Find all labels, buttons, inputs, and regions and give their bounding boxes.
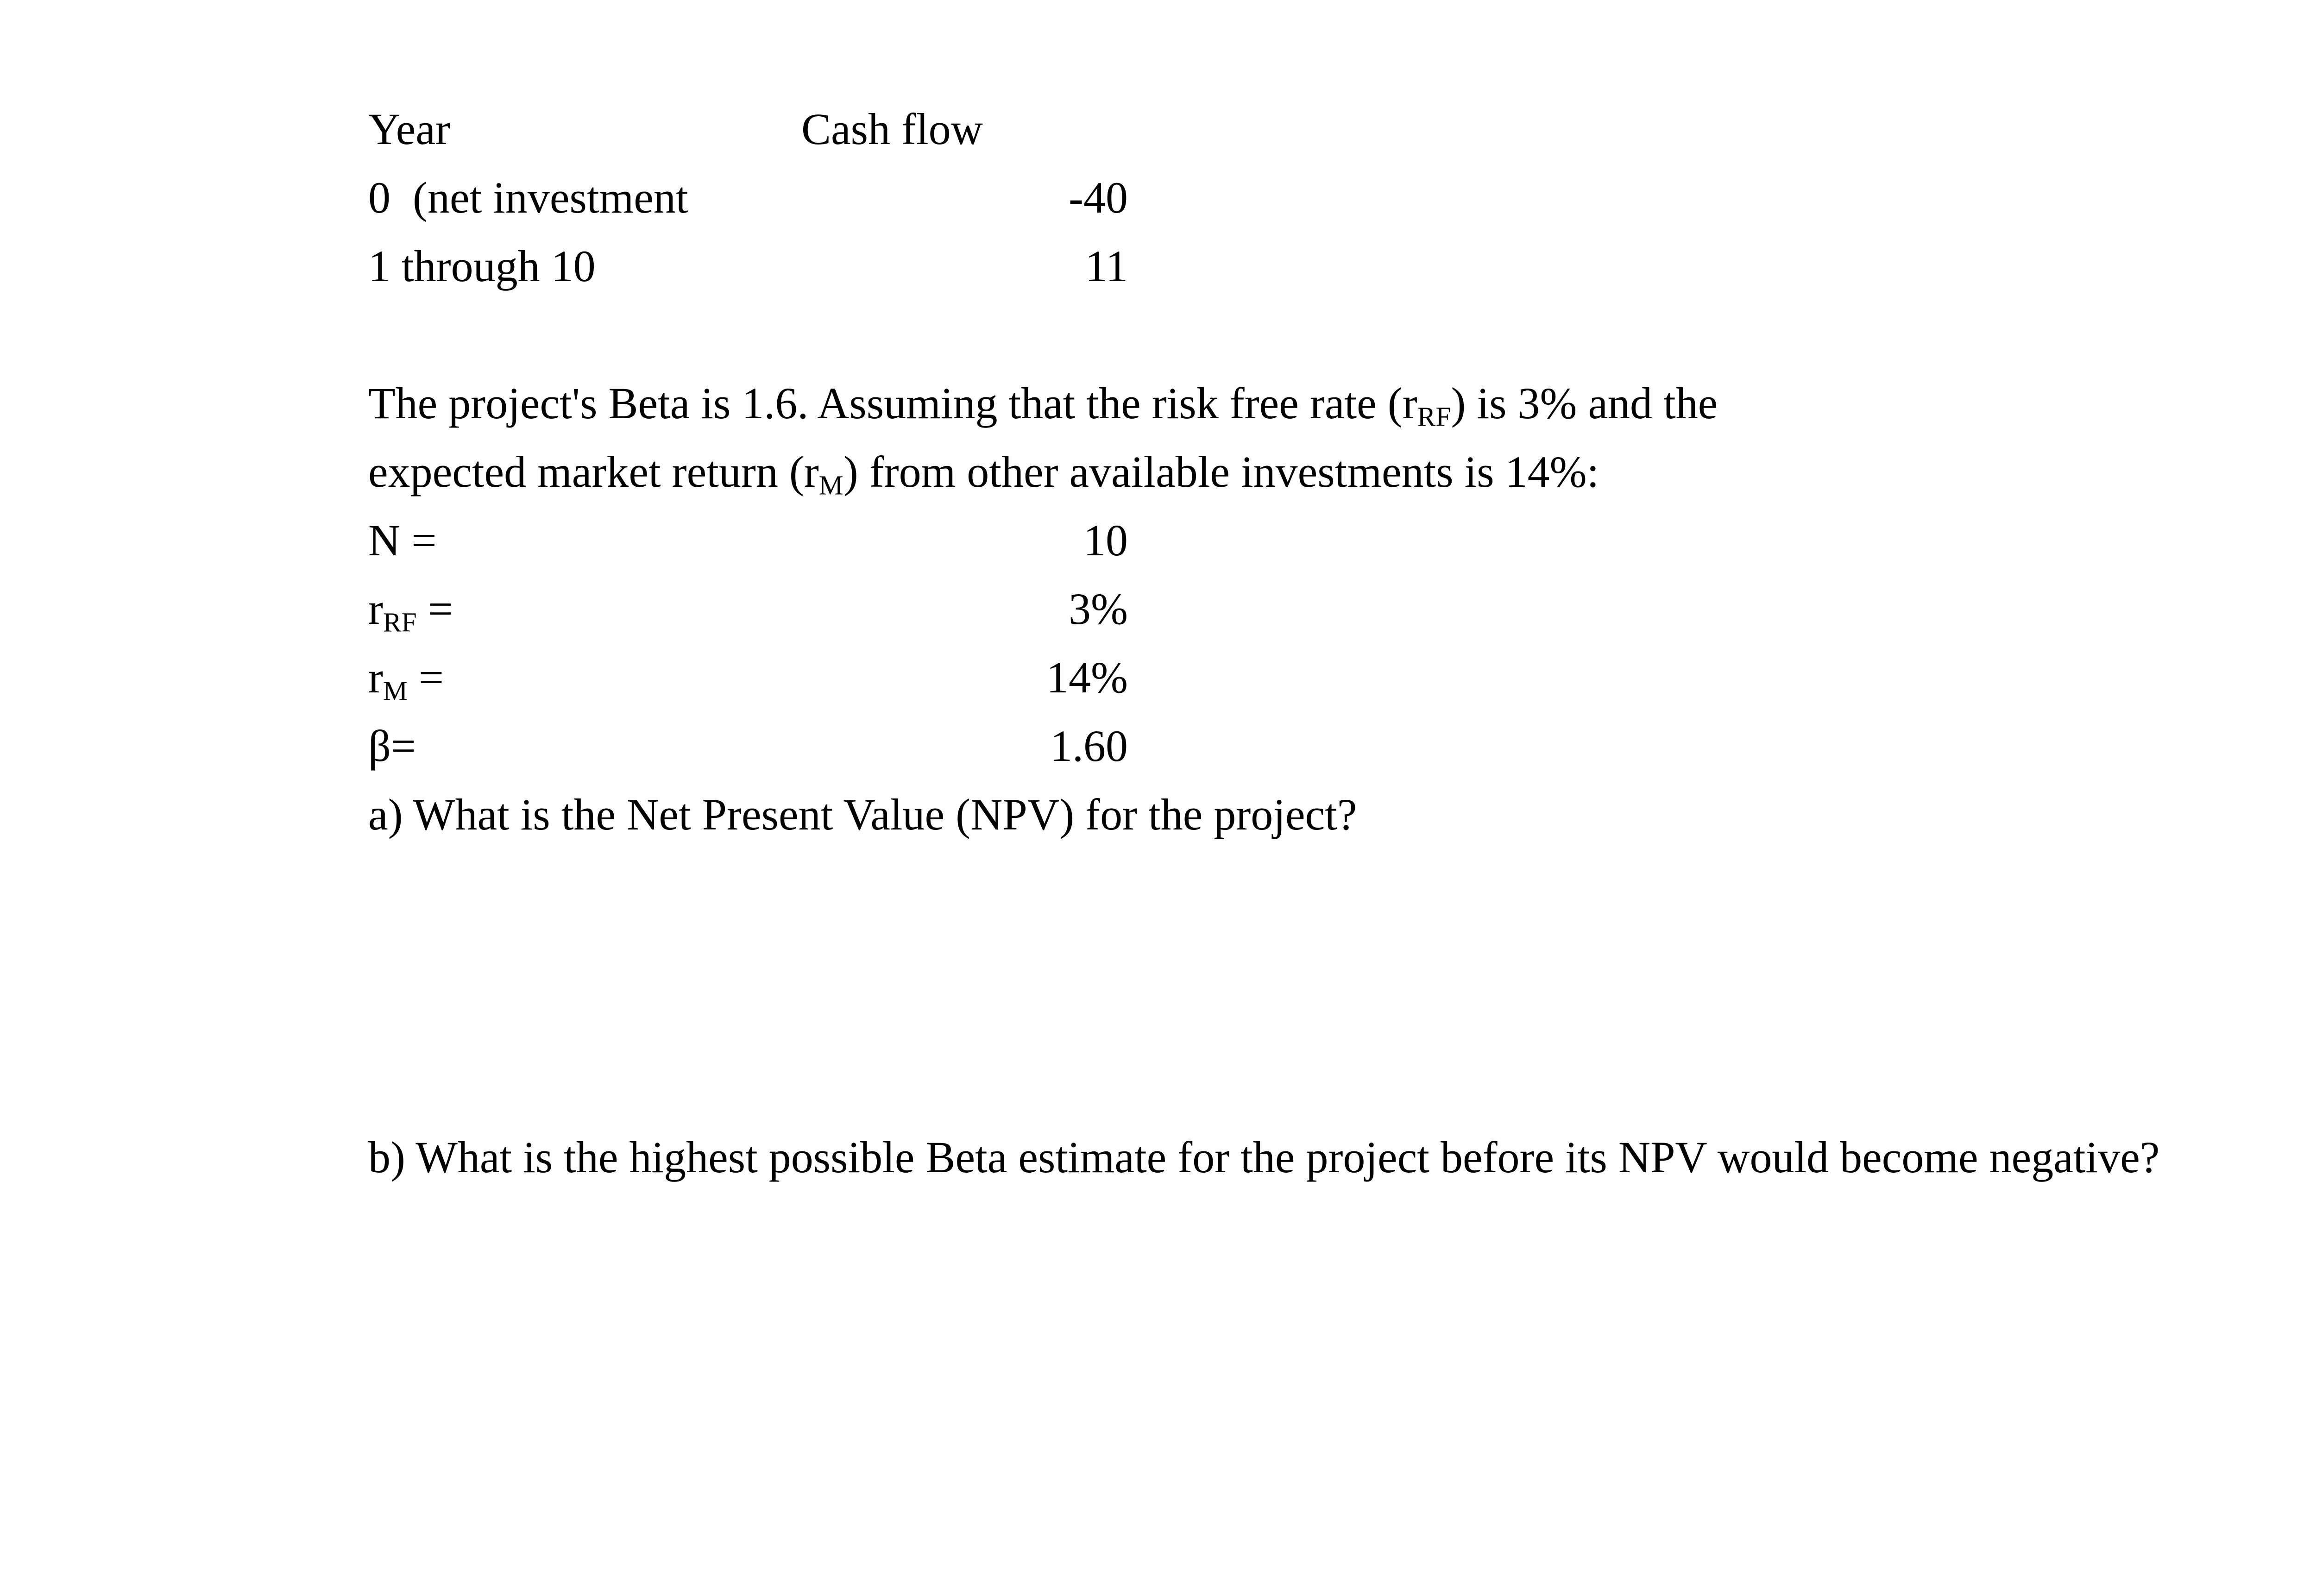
input-label-rm-tail: =: [407, 653, 444, 702]
cell-year-0: 0 (net investment: [368, 173, 688, 222]
input-value-rrf: 3%: [1069, 584, 1128, 634]
column-header-cash-flow: Cash flow: [801, 104, 983, 154]
input-row-rrf: rRF = 3%: [368, 575, 1130, 643]
document-content: Year Cash flow 0 (net investment -40 1 t…: [368, 95, 2316, 1192]
input-values-table: N = 10 rRF = 3% rM = 14% β= 1.60: [368, 506, 1130, 780]
subscript-m: M: [383, 675, 408, 706]
cell-cash-flow-1-through-10: 11: [1085, 241, 1128, 291]
input-value-n: 10: [1083, 515, 1128, 565]
input-label-beta: β=: [368, 721, 416, 771]
problem-statement-line-1-text-b: ) is 3% and the: [1451, 378, 1718, 428]
column-header-year: Year: [368, 104, 450, 154]
problem-statement-line-1: The project's Beta is 1.6. Assuming that…: [368, 369, 2221, 438]
input-value-rm: 14%: [1046, 653, 1128, 702]
subscript-rf-inline: RF: [1417, 401, 1451, 432]
table-row: 1 through 10 11: [368, 232, 1130, 301]
cash-flow-table: Year Cash flow 0 (net investment -40 1 t…: [368, 95, 1130, 301]
cell-cash-flow-0: -40: [1069, 173, 1128, 222]
problem-statement: The project's Beta is 1.6. Assuming that…: [368, 369, 2221, 506]
input-label-rrf-tail: =: [416, 584, 453, 634]
problem-statement-line-2-text-a: expected market return (r: [368, 447, 819, 496]
input-label-rrf: rRF =: [368, 575, 801, 643]
problem-statement-line-2: expected market return (rM) from other a…: [368, 438, 2221, 506]
answer-space-part-a: [368, 849, 2316, 1123]
question-part-a: a) What is the Net Present Value (NPV) f…: [368, 790, 1357, 839]
spacer-after-table: [368, 301, 2316, 369]
input-label-rrf-base: r: [368, 584, 383, 634]
input-label-rm-base: r: [368, 653, 383, 702]
input-row-beta: β= 1.60: [368, 712, 1130, 780]
subscript-m-inline: M: [818, 470, 843, 501]
input-label-n: N =: [368, 515, 437, 565]
input-row-rm: rM = 14%: [368, 643, 1130, 712]
question-part-b: b) What is the highest possible Beta est…: [368, 1132, 2160, 1182]
problem-statement-line-2-text-b: ) from other available investments is 14…: [843, 447, 1599, 496]
subscript-rf: RF: [383, 607, 417, 638]
problem-statement-line-1-text-a: The project's Beta is 1.6. Assuming that…: [368, 378, 1417, 428]
cell-year-1-through-10: 1 through 10: [368, 241, 596, 291]
table-row: 0 (net investment -40: [368, 163, 1130, 232]
table-header-row: Year Cash flow: [368, 95, 1130, 163]
input-label-rm: rM =: [368, 643, 801, 712]
input-row-n: N = 10: [368, 506, 1130, 575]
input-value-beta: 1.60: [1050, 721, 1128, 771]
